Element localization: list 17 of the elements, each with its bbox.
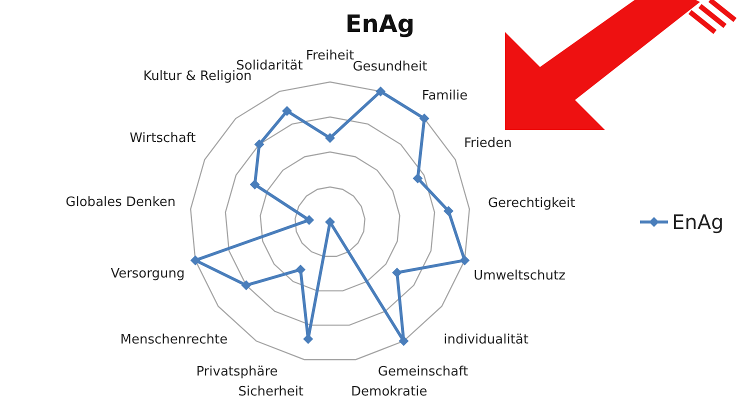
- spoke-label: Familie: [422, 88, 468, 104]
- spoke-label: Menschenrechte: [120, 332, 228, 348]
- spoke-label: Wirtschaft: [130, 131, 196, 146]
- spoke-label: Gemeinschaft: [378, 364, 468, 380]
- spoke-label: individualität: [444, 332, 529, 348]
- spoke-label: Umweltschutz: [474, 268, 566, 284]
- spoke-label: Gesundheit: [352, 60, 428, 75]
- spoke-label: Gerechtigkeit: [488, 196, 576, 211]
- chart-title: EnAg: [345, 10, 415, 38]
- spoke-label: Privatsphäre: [196, 364, 278, 380]
- spoke-label: Freiheit: [306, 48, 354, 64]
- spoke-label: Versorgung: [110, 266, 185, 282]
- spoke-label: Demokratie: [351, 384, 428, 400]
- spoke-label: Globales Denken: [66, 195, 176, 210]
- legend-label: EnAg: [672, 210, 724, 234]
- spoke-label: Sicherheit: [238, 384, 304, 400]
- spoke-label: Frieden: [464, 136, 512, 151]
